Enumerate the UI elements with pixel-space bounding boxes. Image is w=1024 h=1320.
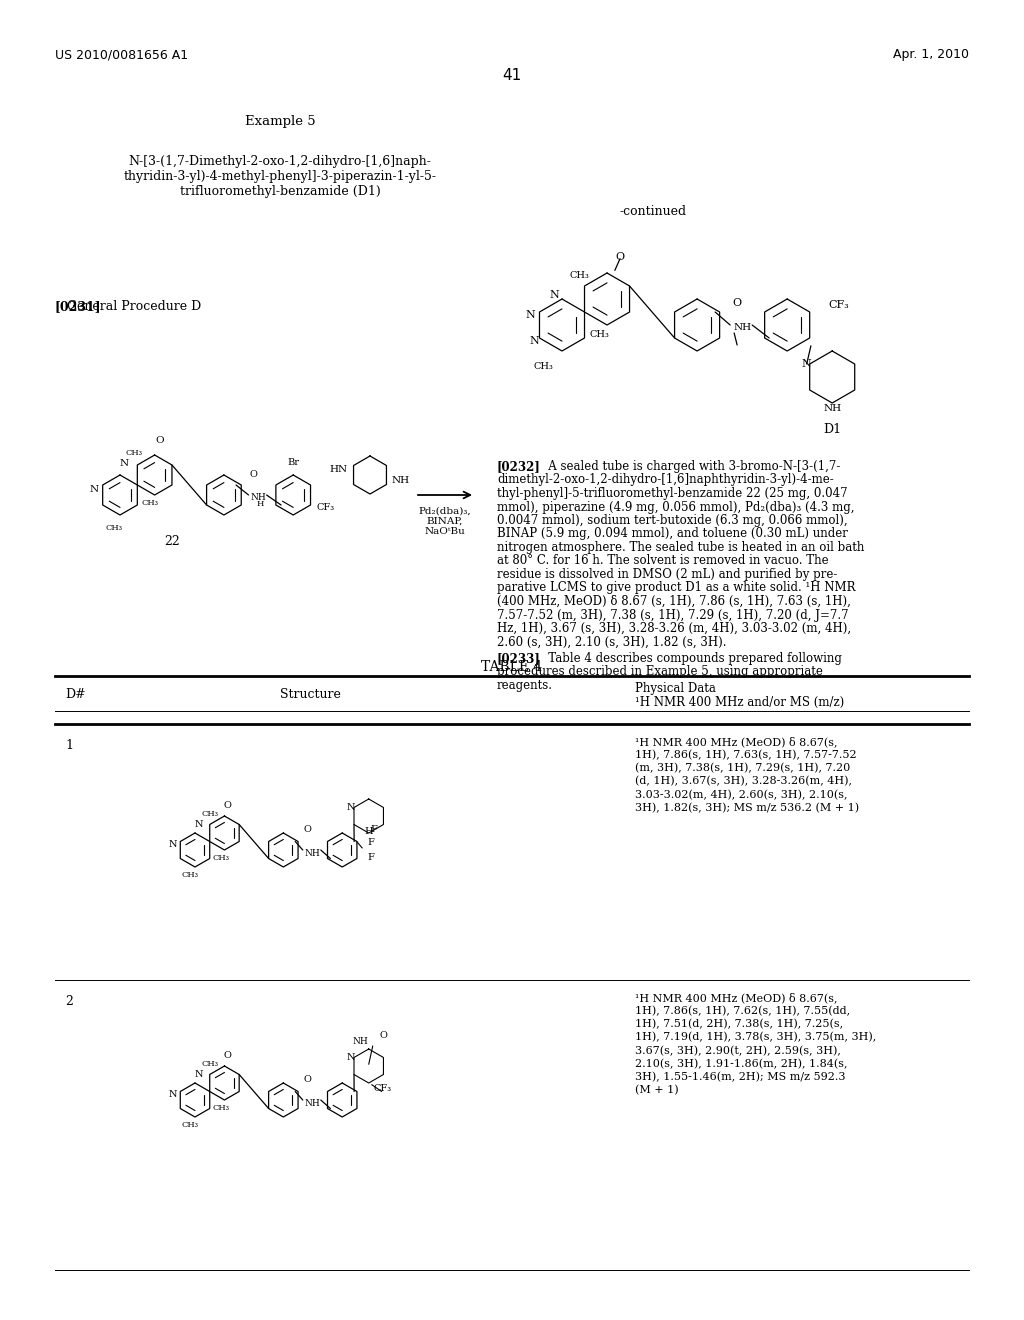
Text: O: O	[223, 800, 231, 809]
Text: CH₃: CH₃	[202, 1060, 219, 1068]
Text: NH: NH	[823, 404, 842, 413]
Text: reagents.: reagents.	[497, 678, 553, 692]
Text: thyridin-3-yl)-4-methyl-phenyl]-3-piperazin-1-yl-5-: thyridin-3-yl)-4-methyl-phenyl]-3-pipera…	[124, 170, 436, 183]
Text: N: N	[120, 458, 129, 467]
Text: procedures described in Example 5, using appropriate: procedures described in Example 5, using…	[497, 665, 823, 678]
Text: trifluoromethyl-benzamide (D1): trifluoromethyl-benzamide (D1)	[179, 185, 380, 198]
Text: CF₃: CF₃	[374, 1084, 392, 1093]
Text: ¹H NMR 400 MHz (MeOD) δ 8.67(s,
1H), 7.86(s, 1H), 7.63(s, 1H), 7.57-7.52
(m, 3H): ¹H NMR 400 MHz (MeOD) δ 8.67(s, 1H), 7.8…	[635, 737, 859, 813]
Text: [0231]: [0231]	[55, 300, 101, 313]
Text: residue is dissolved in DMSO (2 mL) and purified by pre-: residue is dissolved in DMSO (2 mL) and …	[497, 568, 838, 581]
Text: Apr. 1, 2010: Apr. 1, 2010	[893, 48, 969, 61]
Text: N: N	[195, 820, 203, 829]
Text: Hz, 1H), 3.67 (s, 3H), 3.28-3.26 (m, 4H), 3.03-3.02 (m, 4H),: Hz, 1H), 3.67 (s, 3H), 3.28-3.26 (m, 4H)…	[497, 622, 851, 635]
Text: H: H	[365, 828, 373, 837]
Text: HN: HN	[330, 465, 348, 474]
Text: 2.60 (s, 3H), 2.10 (s, 3H), 1.82 (s, 3H).: 2.60 (s, 3H), 2.10 (s, 3H), 1.82 (s, 3H)…	[497, 635, 726, 648]
Text: Physical Data: Physical Data	[635, 682, 716, 696]
Text: CH₃: CH₃	[141, 499, 158, 507]
Text: Pd₂(dba)₃,: Pd₂(dba)₃,	[419, 507, 471, 516]
Text: N: N	[525, 310, 535, 319]
Text: TABLE 4: TABLE 4	[481, 660, 543, 675]
Text: nitrogen atmosphere. The sealed tube is heated in an oil bath: nitrogen atmosphere. The sealed tube is …	[497, 541, 864, 554]
Text: O: O	[156, 436, 164, 445]
Text: ¹H NMR 400 MHz (MeOD) δ 8.67(s,
1H), 7.86(s, 1H), 7.62(s, 1H), 7.55(dd,
1H), 7.5: ¹H NMR 400 MHz (MeOD) δ 8.67(s, 1H), 7.8…	[635, 993, 877, 1096]
Text: mmol), piperazine (4.9 mg, 0.056 mmol), Pd₂(dba)₃ (4.3 mg,: mmol), piperazine (4.9 mg, 0.056 mmol), …	[497, 500, 854, 513]
Text: O: O	[304, 825, 311, 834]
Text: CH₃: CH₃	[181, 1121, 199, 1129]
Text: US 2010/0081656 A1: US 2010/0081656 A1	[55, 48, 188, 61]
Text: Structure: Structure	[280, 688, 340, 701]
Text: NaOᵗBu: NaOᵗBu	[425, 527, 465, 536]
Text: ¹H NMR 400 MHz and/or MS (m/z): ¹H NMR 400 MHz and/or MS (m/z)	[635, 696, 844, 709]
Text: 0.0047 mmol), sodium tert-butoxide (6.3 mg, 0.066 mmol),: 0.0047 mmol), sodium tert-butoxide (6.3 …	[497, 513, 848, 527]
Text: F: F	[368, 838, 374, 847]
Text: Table 4 describes compounds prepared following: Table 4 describes compounds prepared fol…	[537, 652, 842, 665]
Text: NH: NH	[353, 1038, 369, 1045]
Text: O: O	[380, 1031, 388, 1040]
Text: -continued: -continued	[620, 205, 687, 218]
Text: N: N	[529, 337, 540, 346]
Text: 7.57-7.52 (m, 3H), 7.38 (s, 1H), 7.29 (s, 1H), 7.20 (d, J=7.7: 7.57-7.52 (m, 3H), 7.38 (s, 1H), 7.29 (s…	[497, 609, 849, 622]
Text: N: N	[169, 1090, 177, 1100]
Text: N: N	[347, 1053, 355, 1063]
Text: NH: NH	[733, 323, 752, 333]
Text: Br: Br	[287, 458, 299, 467]
Text: CH₃: CH₃	[213, 1104, 230, 1111]
Text: [0232]: [0232]	[497, 459, 541, 473]
Text: General Procedure D: General Procedure D	[55, 300, 202, 313]
Text: O: O	[223, 1051, 231, 1060]
Text: BINAP (5.9 mg, 0.094 mmol), and toluene (0.30 mL) under: BINAP (5.9 mg, 0.094 mmol), and toluene …	[497, 528, 848, 540]
Text: H: H	[257, 500, 264, 508]
Text: CH₃: CH₃	[126, 449, 143, 457]
Text: N: N	[802, 359, 812, 370]
Text: at 80° C. for 16 h. The solvent is removed in vacuo. The: at 80° C. for 16 h. The solvent is remov…	[497, 554, 828, 568]
Text: F: F	[371, 825, 377, 834]
Text: BINAP,: BINAP,	[427, 517, 463, 525]
Text: NH: NH	[251, 494, 266, 503]
Text: O: O	[250, 470, 257, 479]
Text: parative LCMS to give product D1 as a white solid. ¹H NMR: parative LCMS to give product D1 as a wh…	[497, 582, 855, 594]
Text: N: N	[89, 484, 98, 494]
Text: NH: NH	[392, 477, 411, 486]
Text: Example 5: Example 5	[245, 115, 315, 128]
Text: CH₃: CH₃	[589, 330, 609, 339]
Text: CF₃: CF₃	[828, 300, 849, 310]
Text: N: N	[195, 1071, 203, 1078]
Text: 2: 2	[65, 995, 73, 1008]
Text: CH₃: CH₃	[534, 362, 554, 371]
Text: N: N	[347, 803, 355, 812]
Text: 1: 1	[65, 739, 73, 752]
Text: D1: D1	[823, 422, 842, 436]
Text: N-[3-(1,7-Dimethyl-2-oxo-1,2-dihydro-[1,6]naph-: N-[3-(1,7-Dimethyl-2-oxo-1,2-dihydro-[1,…	[129, 154, 431, 168]
Text: CH₃: CH₃	[181, 871, 199, 879]
Text: [0233]: [0233]	[497, 652, 541, 665]
Text: O: O	[615, 252, 625, 263]
Text: O: O	[732, 298, 741, 308]
Text: NH: NH	[305, 850, 321, 858]
Text: dimethyl-2-oxo-1,2-dihydro-[1,6]naphthyridin-3-yl)-4-me-: dimethyl-2-oxo-1,2-dihydro-[1,6]naphthyr…	[497, 474, 834, 487]
Text: CF₃: CF₃	[316, 503, 334, 512]
Text: CH₃: CH₃	[202, 810, 219, 818]
Text: N: N	[549, 290, 559, 300]
Text: D#: D#	[65, 688, 86, 701]
Text: 41: 41	[503, 69, 521, 83]
Text: CH₃: CH₃	[213, 854, 230, 862]
Text: CH₃: CH₃	[569, 271, 590, 280]
Text: thyl-phenyl]-5-trifluoromethyl-benzamide 22 (25 mg, 0.047: thyl-phenyl]-5-trifluoromethyl-benzamide…	[497, 487, 848, 500]
Text: N: N	[169, 841, 177, 849]
Text: F: F	[368, 853, 374, 862]
Text: (400 MHz, MeOD) δ 8.67 (s, 1H), 7.86 (s, 1H), 7.63 (s, 1H),: (400 MHz, MeOD) δ 8.67 (s, 1H), 7.86 (s,…	[497, 595, 851, 609]
Text: O: O	[304, 1074, 311, 1084]
Text: CH₃: CH₃	[105, 524, 123, 532]
Text: NH: NH	[305, 1100, 321, 1109]
Text: A sealed tube is charged with 3-bromo-N-[3-(1,7-: A sealed tube is charged with 3-bromo-N-…	[537, 459, 841, 473]
Text: 22: 22	[164, 535, 180, 548]
